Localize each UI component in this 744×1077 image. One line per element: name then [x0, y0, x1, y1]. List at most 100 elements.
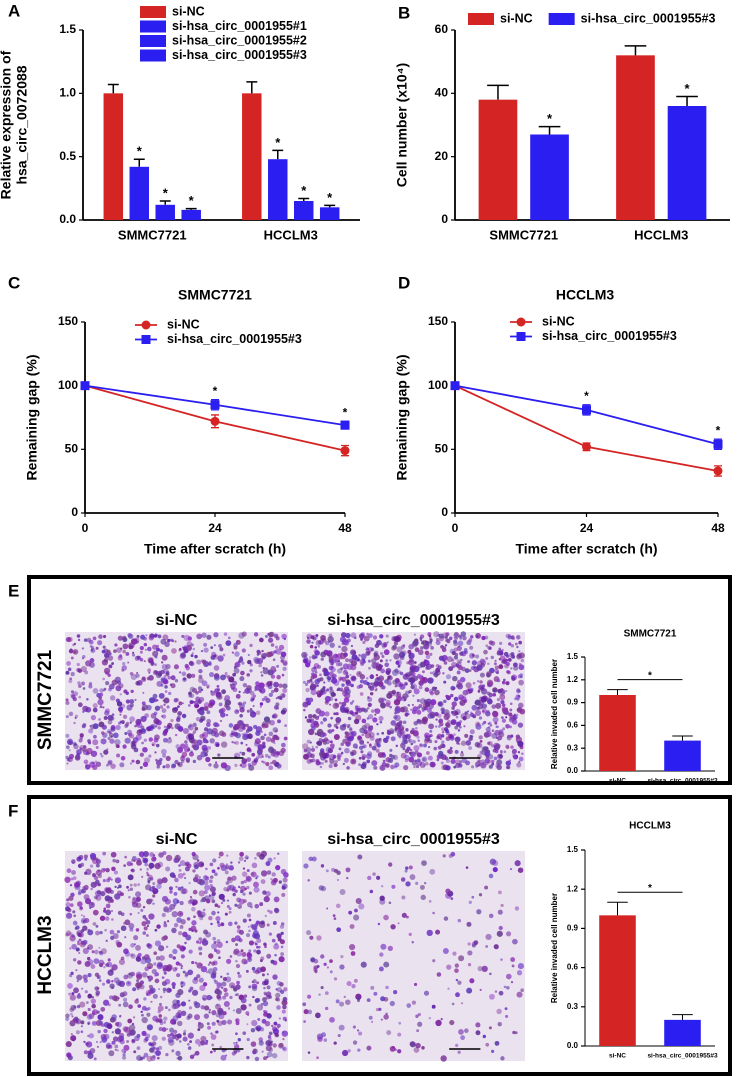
cell — [250, 699, 253, 702]
cell — [405, 881, 411, 887]
cell — [119, 654, 122, 657]
cell — [383, 914, 389, 921]
cell — [339, 964, 345, 970]
cell — [171, 911, 178, 918]
cell — [338, 701, 342, 705]
cell — [235, 732, 241, 739]
cell — [84, 670, 89, 675]
cell — [91, 762, 95, 765]
cell — [313, 649, 319, 654]
cell — [119, 709, 123, 714]
cell — [276, 674, 281, 680]
cell — [346, 680, 349, 683]
cell — [200, 1035, 207, 1042]
cell — [238, 938, 243, 943]
cell — [246, 857, 249, 860]
cell — [198, 951, 203, 956]
cell — [182, 970, 186, 974]
cell — [192, 730, 197, 734]
cell — [343, 723, 347, 728]
x-tick-label: HCCLM3 — [634, 227, 688, 242]
cell — [190, 925, 197, 932]
cell — [333, 917, 337, 920]
panel-frame — [27, 575, 732, 785]
cell — [234, 726, 239, 730]
cell — [277, 852, 280, 855]
cell — [132, 1016, 136, 1019]
cell — [168, 886, 173, 891]
cell — [410, 742, 414, 746]
cell — [88, 1033, 95, 1039]
cell — [450, 897, 454, 900]
cell — [191, 906, 196, 912]
cell — [201, 717, 205, 721]
cell — [280, 931, 284, 936]
cell — [108, 683, 115, 690]
cell — [418, 704, 423, 708]
cell — [98, 946, 101, 949]
cell — [158, 945, 165, 952]
cell — [197, 1021, 201, 1025]
cell — [508, 652, 514, 659]
cell — [425, 762, 429, 766]
cell — [212, 889, 215, 892]
cell — [365, 753, 372, 760]
cell — [494, 721, 498, 725]
cell — [469, 978, 475, 984]
cell — [94, 949, 99, 955]
cell — [67, 756, 73, 763]
cell — [157, 1005, 164, 1012]
cell — [415, 726, 418, 730]
cell — [144, 954, 150, 960]
cell — [260, 671, 263, 674]
cell — [226, 877, 233, 884]
cell — [409, 665, 415, 671]
cell — [109, 738, 115, 744]
cell — [514, 697, 517, 701]
cell — [192, 739, 198, 745]
cell — [376, 681, 381, 686]
cell — [319, 765, 323, 769]
cell — [80, 929, 85, 933]
cell — [393, 653, 400, 660]
cell — [82, 654, 86, 659]
cell — [405, 690, 410, 695]
cell — [224, 695, 231, 701]
cell — [505, 716, 508, 719]
cell — [135, 944, 141, 951]
cell — [480, 688, 488, 695]
cell — [153, 718, 160, 725]
cell — [346, 663, 354, 670]
cell — [141, 921, 147, 927]
cell — [499, 694, 506, 701]
cell — [469, 729, 475, 735]
cell — [251, 752, 256, 757]
cell — [425, 751, 430, 755]
cell — [179, 901, 184, 906]
cell — [191, 989, 199, 996]
cell — [199, 709, 205, 716]
cell — [367, 648, 370, 651]
cell — [388, 728, 395, 734]
cell — [435, 640, 441, 646]
cell — [237, 720, 244, 726]
cell — [477, 965, 483, 972]
cell — [212, 974, 216, 978]
cell — [496, 698, 501, 702]
cell — [205, 970, 209, 974]
cell — [116, 744, 120, 749]
cell — [510, 745, 514, 749]
cell — [316, 740, 323, 746]
cell — [132, 653, 136, 657]
cell — [185, 665, 191, 671]
cell — [305, 747, 312, 753]
cell — [190, 654, 194, 658]
cell — [327, 729, 330, 733]
cell — [278, 956, 285, 963]
cell — [267, 909, 270, 913]
cell — [130, 868, 133, 872]
cell — [164, 1006, 168, 1010]
cell — [107, 887, 112, 892]
cell — [334, 656, 340, 662]
cell — [233, 741, 236, 744]
